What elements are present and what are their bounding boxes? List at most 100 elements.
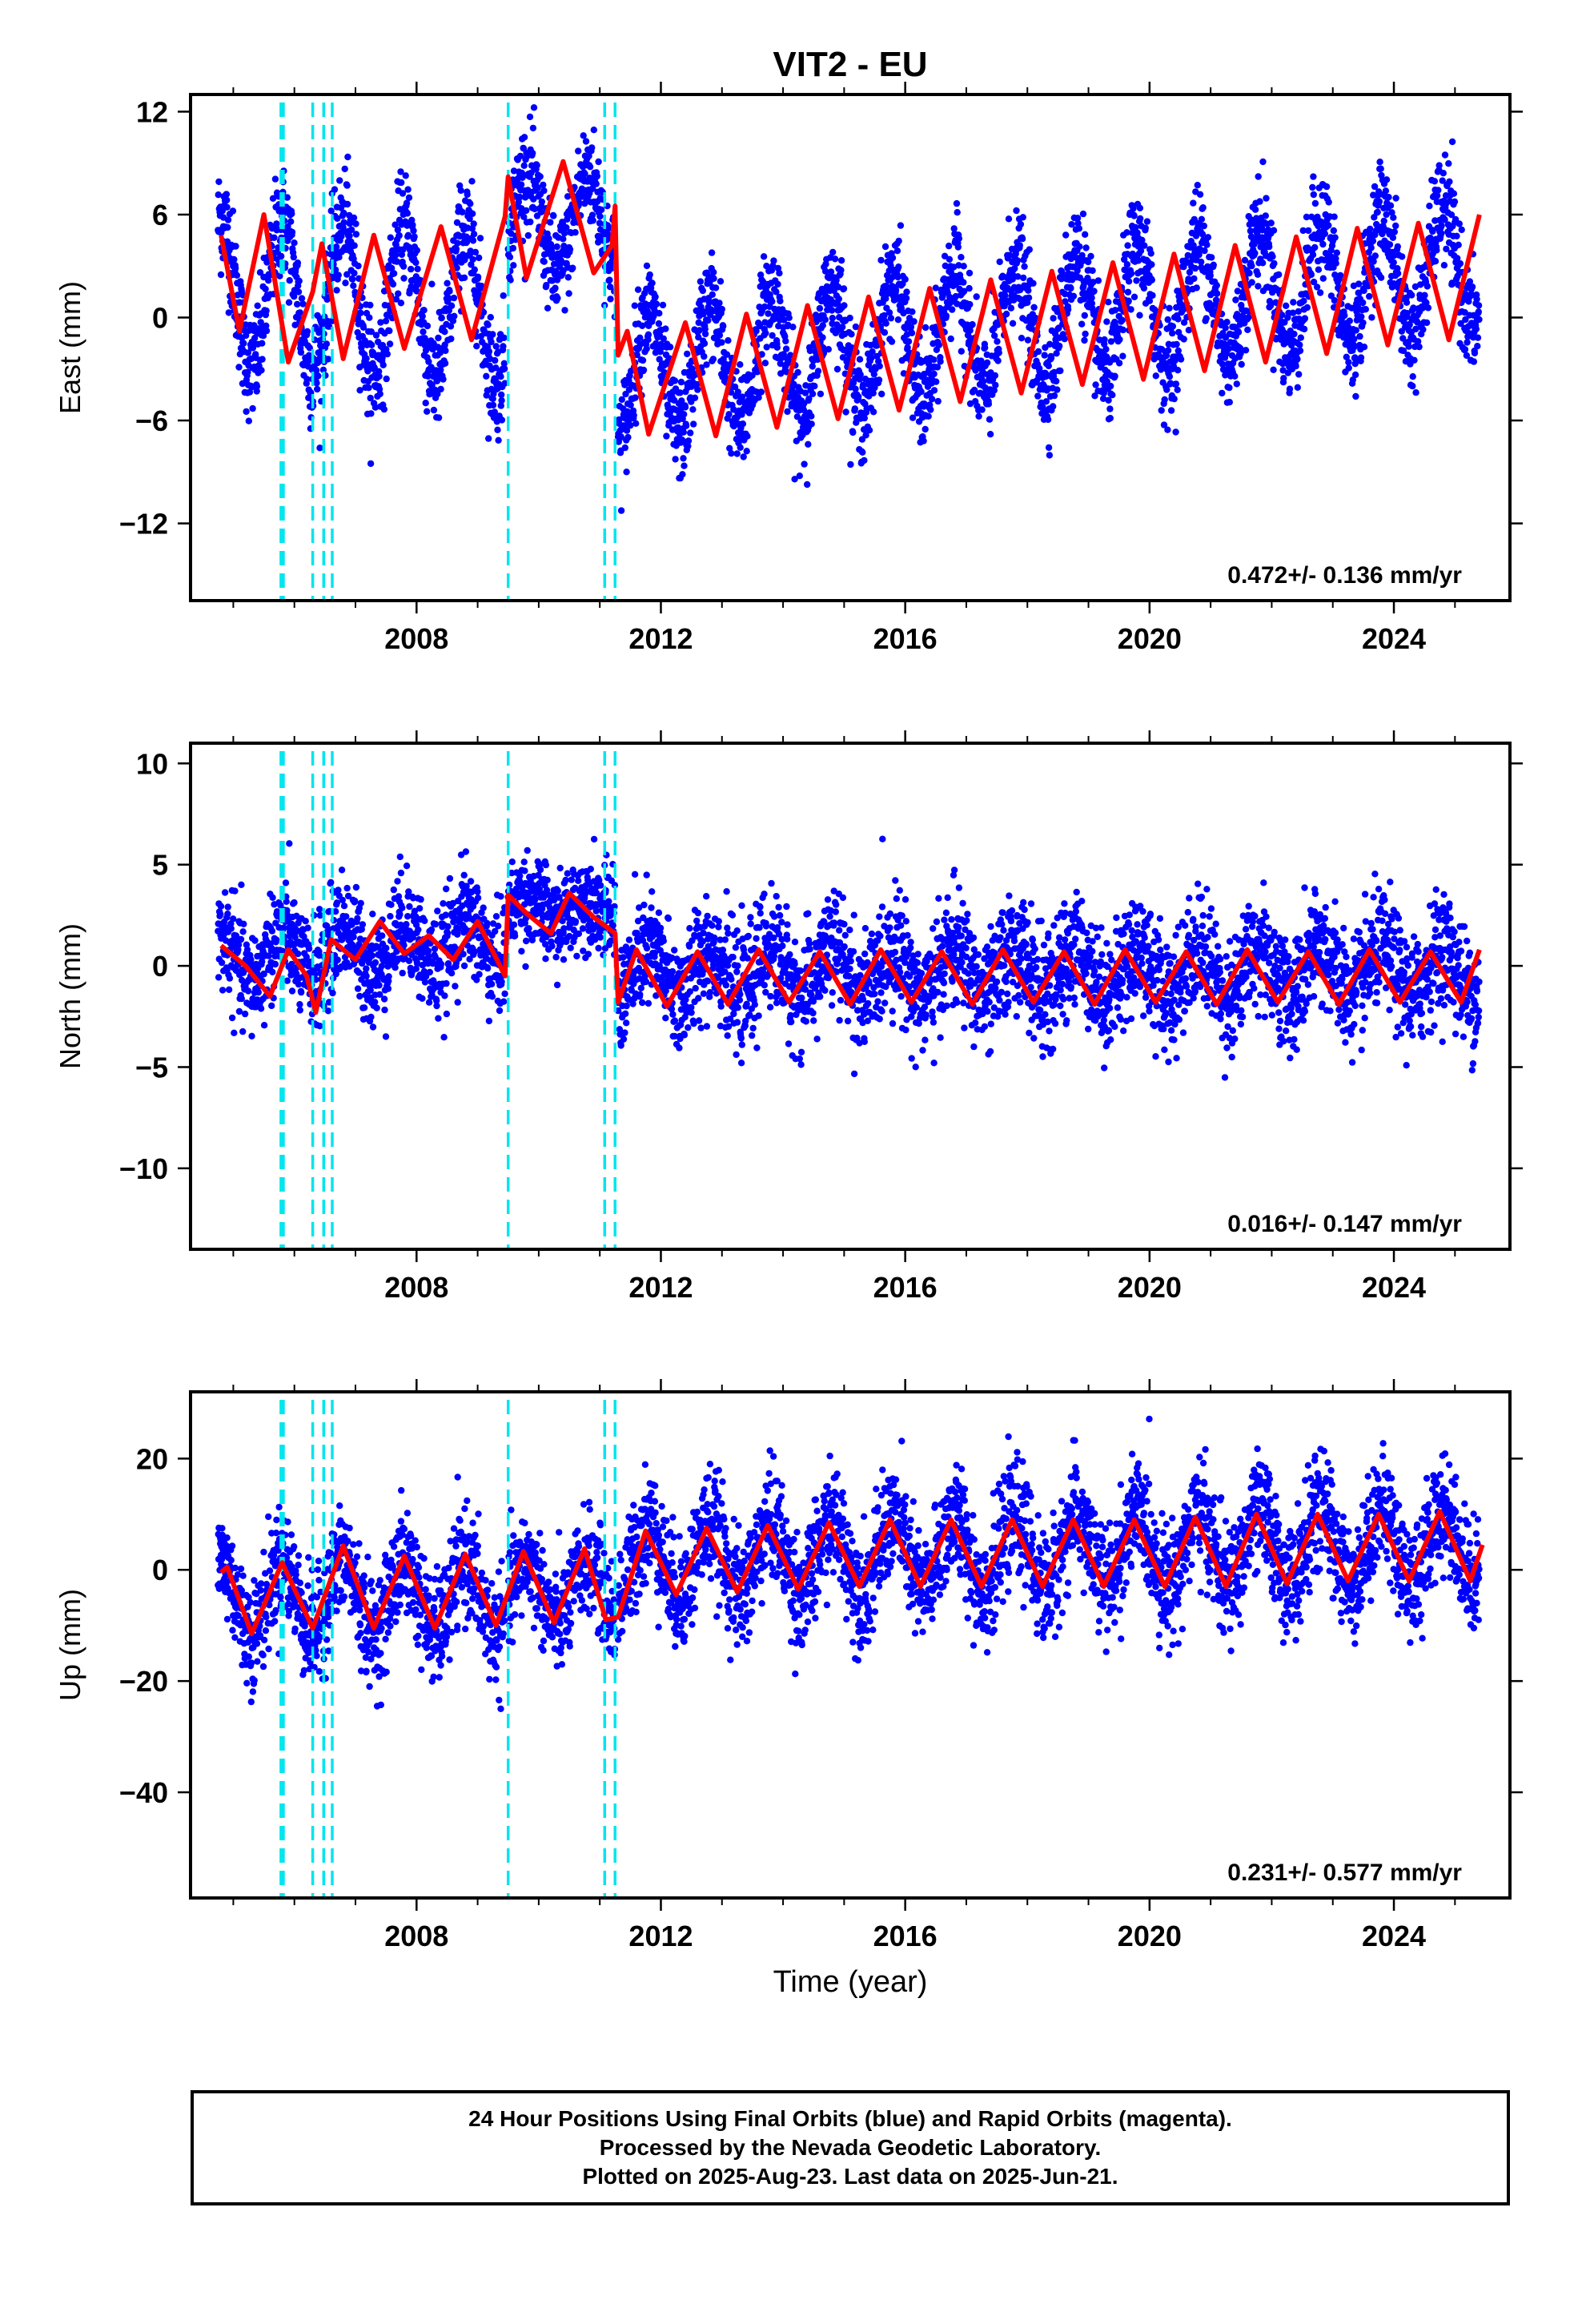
data-point [876,363,883,370]
data-point [1204,234,1212,241]
data-point [1163,386,1170,393]
data-point [1099,395,1107,402]
data-point [1440,262,1448,269]
data-point [483,372,490,380]
data-point [1143,218,1151,225]
data-point [1441,216,1448,223]
data-point [244,987,252,995]
data-point [221,889,229,896]
data-point [314,385,321,393]
data-point [1341,312,1348,320]
data-point [970,386,978,394]
data-point [837,267,845,274]
data-point [424,372,432,380]
data-point [796,472,803,480]
data-point [1281,319,1288,326]
data-point [679,471,686,478]
data-point [215,178,223,186]
data-point [356,387,363,394]
data-point [1193,284,1200,292]
data-point [953,199,961,207]
data-point [1389,234,1397,241]
data-point [1251,206,1259,213]
data-point [351,269,358,277]
data-point [693,380,701,388]
data-point [391,221,399,228]
data-point [232,932,240,939]
data-point [547,219,554,226]
data-point [381,1006,388,1014]
data-point [329,989,336,997]
data-point [1458,226,1465,234]
data-point [1468,283,1476,291]
data-point [1270,366,1277,373]
data-point [396,231,403,239]
data-point [777,360,784,368]
data-point [469,255,476,263]
data-point [265,952,272,959]
data-point [296,1001,303,1008]
data-point [1203,315,1210,322]
data-point [652,293,659,300]
data-point [323,317,331,325]
data-point [656,310,663,317]
data-point [1136,312,1143,319]
data-point [291,293,298,300]
data-point [1107,382,1114,390]
data-point [476,254,483,262]
data-point [560,235,567,243]
data-point [1101,336,1108,344]
data-point [356,992,363,1000]
data-point [634,286,642,293]
data-point [254,302,261,309]
data-point [718,305,725,313]
data-point [260,971,267,978]
data-point [901,275,909,283]
data-point [969,321,976,328]
data-point [367,301,374,309]
data-point [369,911,376,918]
data-point [960,287,968,295]
data-point [596,213,604,220]
data-point [1441,151,1449,159]
data-point [438,314,445,322]
data-point [405,194,413,201]
data-point [623,468,630,476]
data-point [1403,294,1410,301]
data-point [983,359,991,367]
data-point [450,294,458,302]
data-point [585,152,592,159]
x-tick-label: 2008 [384,622,448,655]
data-point [1367,225,1374,233]
data-point [785,314,793,321]
data-point [1360,287,1367,295]
data-point [905,338,913,345]
data-point [1254,271,1262,278]
data-point [1475,308,1483,316]
data-point [1259,227,1267,234]
data-point [572,229,579,236]
data-point [731,383,739,391]
data-point [769,332,776,340]
y-tick-label: −12 [119,508,168,541]
data-points [215,835,1483,1081]
data-point [1190,199,1197,207]
data-point [1172,428,1179,436]
data-point [529,124,537,132]
data-point [887,315,895,322]
data-point [582,138,590,145]
data-point [1394,243,1402,251]
data-point [1434,192,1441,199]
data-point [474,273,482,280]
data-point [494,426,501,433]
data-point [1053,350,1060,357]
data-point [1448,138,1456,146]
data-point [383,944,390,952]
data-point [1262,212,1270,219]
data-point [652,300,661,308]
data-point [781,316,788,324]
data-point [1044,416,1052,424]
data-point [1259,259,1267,267]
data-point [1423,319,1431,327]
data-point [1291,330,1298,338]
